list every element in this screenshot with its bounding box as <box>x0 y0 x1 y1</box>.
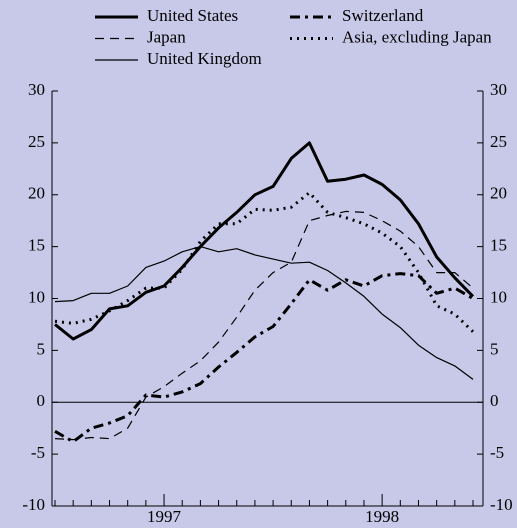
series-line <box>54 210 474 441</box>
y-tick-label: 20 <box>28 184 45 203</box>
series-line <box>54 141 475 341</box>
y2-tick-label: 25 <box>490 132 507 151</box>
legend-label: Asia, excluding Japan <box>342 27 492 46</box>
legend-label: United Kingdom <box>147 49 262 68</box>
y-tick-label: -5 <box>31 443 45 462</box>
legend-label: Switzerland <box>342 6 424 25</box>
y2-tick-label: 15 <box>490 236 507 255</box>
x-tick-label: 1997 <box>147 507 182 526</box>
y-tick-label: -10 <box>22 495 45 514</box>
y2-tick-label: 20 <box>490 184 507 203</box>
y2-tick-label: 0 <box>490 391 499 410</box>
series-line <box>54 272 474 444</box>
y2-tick-label: 10 <box>490 287 507 306</box>
y-tick-label: 0 <box>37 391 46 410</box>
y2-tick-label: 30 <box>490 80 507 99</box>
y-tick-label: 10 <box>28 287 45 306</box>
y-tick-label: 5 <box>37 339 46 358</box>
y-tick-label: 15 <box>28 236 45 255</box>
y2-tick-label: -5 <box>490 443 504 462</box>
legend-label: Japan <box>147 27 186 46</box>
series-line <box>54 246 474 380</box>
y2-tick-label: -10 <box>490 495 513 514</box>
series-line <box>54 191 475 333</box>
y2-tick-label: 5 <box>490 339 499 358</box>
y-tick-label: 25 <box>28 132 45 151</box>
x-tick-label: 1998 <box>365 507 399 526</box>
legend-label: United States <box>147 6 238 25</box>
y-tick-label: 30 <box>28 80 45 99</box>
